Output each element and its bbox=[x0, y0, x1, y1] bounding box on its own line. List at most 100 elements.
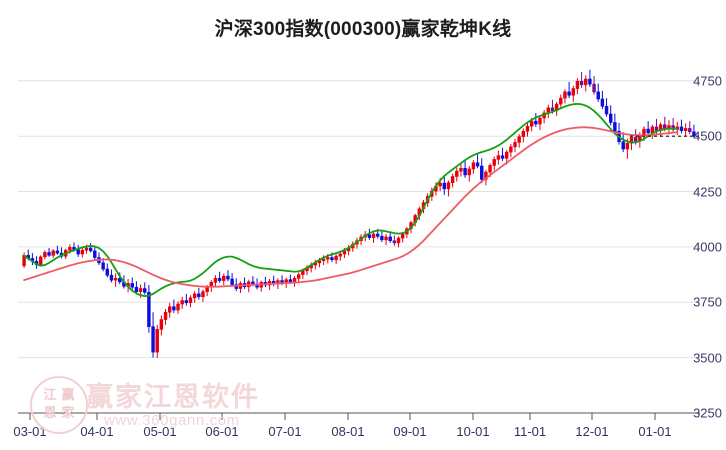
candle-body bbox=[176, 303, 180, 311]
candle-body bbox=[521, 131, 526, 137]
candle-body bbox=[471, 162, 476, 170]
candle-body bbox=[80, 249, 85, 255]
candle-series bbox=[22, 69, 696, 359]
candle-body bbox=[55, 250, 60, 254]
candle-body bbox=[563, 91, 567, 99]
candle-body bbox=[376, 233, 380, 237]
candle-body bbox=[288, 279, 293, 283]
candle-body bbox=[400, 233, 405, 239]
candle-body bbox=[455, 170, 459, 177]
x-axis-tick-label: 03-01 bbox=[13, 424, 47, 439]
candle-body bbox=[93, 250, 97, 258]
candle-body bbox=[39, 256, 43, 265]
candle-body bbox=[130, 283, 134, 288]
candle-body bbox=[134, 286, 139, 292]
candle-body bbox=[534, 120, 538, 125]
candle-body bbox=[43, 252, 47, 258]
candle-body bbox=[68, 247, 72, 251]
candle-body bbox=[604, 105, 609, 115]
candle-body bbox=[488, 165, 492, 173]
candle-body bbox=[188, 297, 193, 304]
x-axis-tick-label: 06-01 bbox=[205, 424, 239, 439]
candle-body bbox=[296, 274, 301, 279]
candle-body bbox=[167, 306, 172, 313]
candle-body bbox=[192, 293, 197, 299]
x-axis-tick-label: 08-01 bbox=[331, 424, 365, 439]
candle-body bbox=[101, 262, 105, 270]
candle-body bbox=[517, 136, 521, 143]
candle-body bbox=[688, 128, 692, 133]
candle-body bbox=[467, 168, 471, 176]
y-axis-tick-label: 4000 bbox=[693, 239, 722, 255]
y-axis-tick-label: 4500 bbox=[693, 128, 722, 144]
candle-body bbox=[84, 247, 89, 251]
candle-body bbox=[226, 275, 230, 280]
candle-body bbox=[692, 131, 696, 137]
candle-body bbox=[371, 233, 376, 238]
candle-body bbox=[480, 165, 484, 180]
page-title: 沪深300指数(000300)赢家乾坤K线 bbox=[214, 19, 512, 40]
candle-body bbox=[118, 278, 122, 283]
candle-body bbox=[330, 257, 334, 261]
candle-body bbox=[159, 319, 164, 330]
candle-body bbox=[442, 182, 447, 190]
candle-body bbox=[621, 141, 625, 150]
candle-body bbox=[650, 126, 655, 134]
candle-body bbox=[109, 274, 114, 281]
candle-body bbox=[500, 155, 505, 159]
candle-body bbox=[538, 117, 542, 125]
candle-body bbox=[550, 107, 555, 112]
candle-body bbox=[459, 168, 463, 172]
candle-body bbox=[438, 182, 442, 187]
candle-body bbox=[679, 126, 684, 131]
candle-body bbox=[138, 288, 143, 292]
candle-body bbox=[567, 91, 571, 96]
candle-body bbox=[321, 258, 326, 261]
gridlines bbox=[18, 80, 700, 414]
x-axis-tick-label: 04-01 bbox=[80, 424, 114, 439]
candle-body bbox=[105, 268, 110, 276]
candle-body bbox=[367, 234, 372, 238]
candle-body bbox=[646, 128, 650, 134]
y-axis-tick-label: 4750 bbox=[693, 73, 722, 89]
candle-body bbox=[625, 142, 630, 150]
candle-body bbox=[509, 146, 513, 153]
candle-body bbox=[338, 253, 342, 257]
y-axis-tick-label: 3750 bbox=[693, 294, 722, 310]
candle-body bbox=[504, 151, 509, 159]
candle-body bbox=[384, 236, 388, 241]
candle-body bbox=[76, 249, 80, 255]
candle-body bbox=[463, 168, 467, 176]
candle-body bbox=[496, 155, 501, 160]
candle-body bbox=[292, 278, 297, 283]
candle-body bbox=[396, 237, 401, 244]
candle-body bbox=[47, 252, 51, 256]
candle-body bbox=[475, 162, 480, 167]
candle-body bbox=[88, 247, 93, 252]
x-axis-tick-label: 09-01 bbox=[393, 424, 427, 439]
candle-body bbox=[201, 291, 205, 298]
y-axis-tick-label: 3250 bbox=[693, 405, 722, 421]
candle-body bbox=[388, 236, 392, 242]
candle-body bbox=[446, 182, 451, 190]
candle-body bbox=[217, 278, 222, 281]
candle-body bbox=[663, 124, 667, 129]
candle-body bbox=[230, 278, 234, 285]
candle-body bbox=[450, 176, 455, 183]
candle-body bbox=[513, 142, 517, 148]
candle-body bbox=[172, 306, 176, 311]
candle-body bbox=[592, 83, 596, 93]
candle-body bbox=[683, 128, 688, 131]
candle-body bbox=[151, 326, 155, 353]
candle-body bbox=[525, 125, 530, 132]
candle-body bbox=[588, 78, 592, 85]
candle-body bbox=[184, 300, 189, 304]
candle-body bbox=[575, 80, 580, 89]
candle-body bbox=[334, 255, 338, 261]
candle-body bbox=[147, 292, 151, 327]
candle-body bbox=[584, 78, 588, 86]
candle-body bbox=[213, 278, 218, 283]
x-axis-tick-label: 05-01 bbox=[143, 424, 177, 439]
axis-lines bbox=[18, 412, 700, 420]
